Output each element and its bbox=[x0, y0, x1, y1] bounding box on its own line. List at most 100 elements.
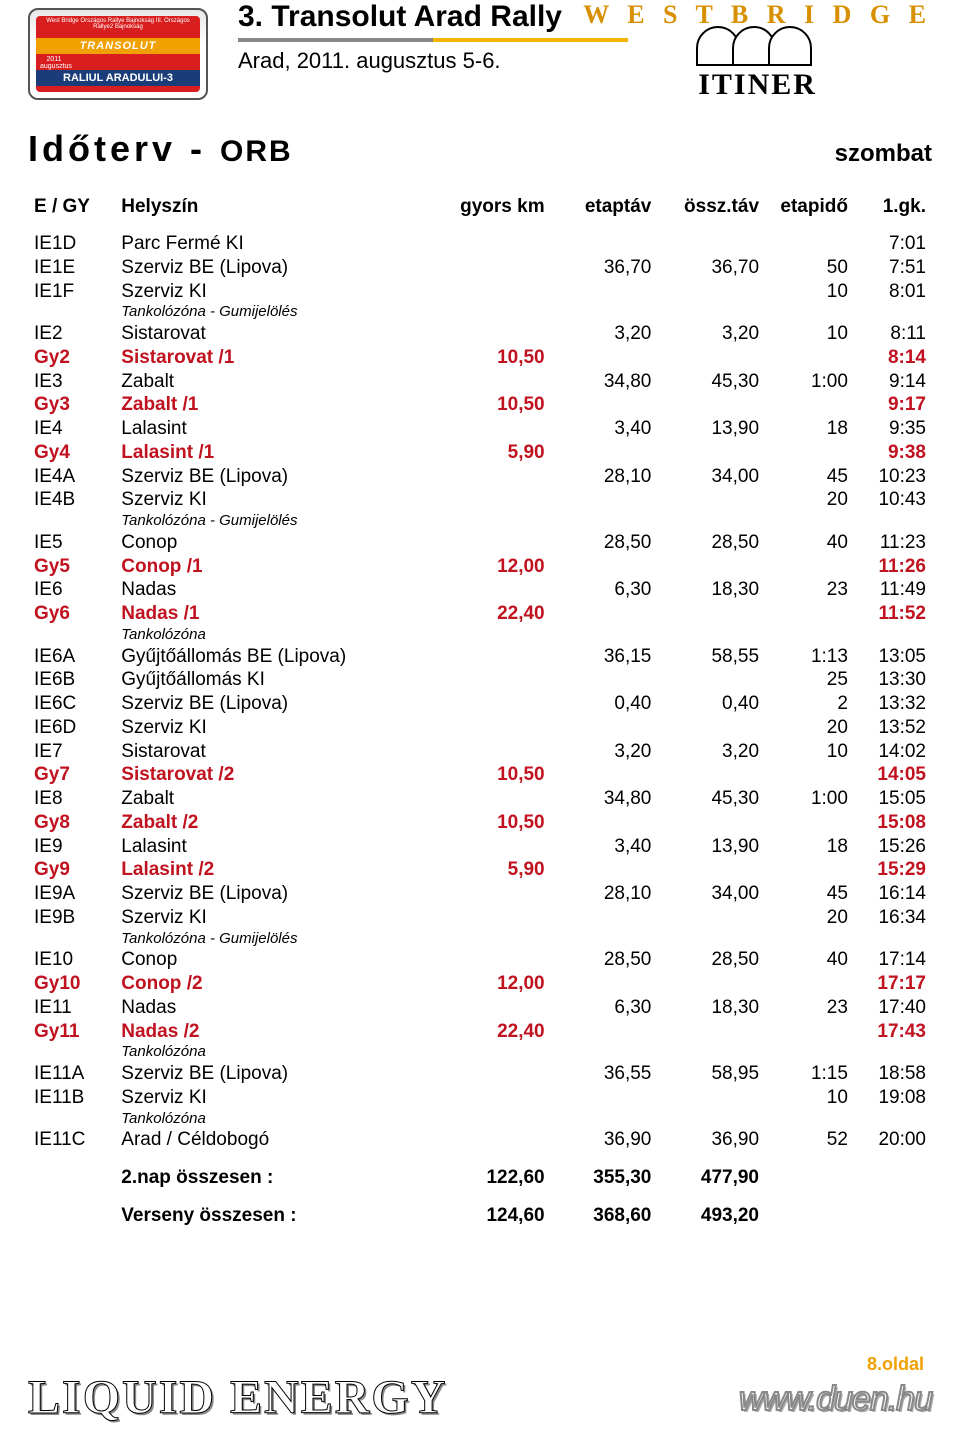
cell-et bbox=[551, 1020, 658, 1044]
cell-ei bbox=[765, 232, 854, 256]
footer: Liquid Energy 8.oldal www.duen.hu bbox=[0, 1370, 960, 1425]
title-block: 3. Transolut Arad Rally Arad, 2011. augu… bbox=[238, 0, 628, 74]
cell-gk: 8:01 bbox=[854, 280, 932, 304]
cell-code: IE6B bbox=[28, 668, 115, 692]
cell-loc: Szerviz KI bbox=[115, 1086, 444, 1110]
table-row: IE4BSzerviz KI2010:43 bbox=[28, 488, 932, 512]
cell-ei: 10 bbox=[765, 740, 854, 764]
cell-ot bbox=[657, 346, 765, 370]
summary-row: Verseny összesen :124,60368,60493,20 bbox=[28, 1190, 932, 1228]
cell-code: IE6 bbox=[28, 578, 115, 602]
cell-loc: Arad / Céldobogó bbox=[115, 1128, 444, 1152]
cell-km: 10,50 bbox=[445, 763, 551, 787]
cell-ot bbox=[657, 763, 765, 787]
cell-code: Gy8 bbox=[28, 811, 115, 835]
cell-loc: Szerviz KI bbox=[115, 488, 444, 512]
cell-loc: Conop /1 bbox=[115, 555, 444, 579]
table-row: IE6DSzerviz KI2013:52 bbox=[28, 716, 932, 740]
cell-km: 22,40 bbox=[445, 1020, 551, 1044]
cell-et: 36,55 bbox=[551, 1062, 658, 1086]
cell-gk: 15:26 bbox=[854, 835, 932, 859]
cell-gk: 7:01 bbox=[854, 232, 932, 256]
table-header-row: E / GY Helyszín gyors km etaptáv össz.tá… bbox=[28, 192, 932, 232]
cell-et: 36,70 bbox=[551, 256, 658, 280]
cell-et bbox=[551, 346, 658, 370]
cell-km bbox=[445, 1128, 551, 1152]
table-row: IE6BGyűjtőállomás KI2513:30 bbox=[28, 668, 932, 692]
stage-row: Gy7Sistarovat /210,5014:05 bbox=[28, 763, 932, 787]
cell-loc: Szerviz KI bbox=[115, 280, 444, 304]
cell-et: 34,80 bbox=[551, 787, 658, 811]
site-url: www.duen.hu bbox=[739, 1380, 932, 1419]
cell-gk: 16:14 bbox=[854, 882, 932, 906]
cell-code: IE1F bbox=[28, 280, 115, 304]
cell-gk: 17:17 bbox=[854, 972, 932, 996]
cell-et bbox=[551, 393, 658, 417]
cell-code: Gy4 bbox=[28, 441, 115, 465]
cell-ot bbox=[657, 1086, 765, 1110]
cell-et bbox=[551, 441, 658, 465]
cell-gk: 9:38 bbox=[854, 441, 932, 465]
cell-km bbox=[445, 996, 551, 1020]
cell-gk: 18:58 bbox=[854, 1062, 932, 1086]
cell-km: 10,50 bbox=[445, 393, 551, 417]
table-row: IE9ASzerviz BE (Lipova)28,1034,004516:14 bbox=[28, 882, 932, 906]
cell-code: IE4B bbox=[28, 488, 115, 512]
cell-km bbox=[445, 787, 551, 811]
cell-ot bbox=[657, 1020, 765, 1044]
cell-km bbox=[445, 1086, 551, 1110]
table-row: IE3Zabalt34,8045,301:009:14 bbox=[28, 370, 932, 394]
cell-km bbox=[445, 740, 551, 764]
cell-gk: 20:00 bbox=[854, 1128, 932, 1152]
cell-loc: Conop /2 bbox=[115, 972, 444, 996]
cell-et bbox=[551, 858, 658, 882]
cell-ot: 45,30 bbox=[657, 787, 765, 811]
cell-et bbox=[551, 668, 658, 692]
stage-row: Gy10Conop /212,0017:17 bbox=[28, 972, 932, 996]
cell-ei: 10 bbox=[765, 280, 854, 304]
cell-gk: 19:08 bbox=[854, 1086, 932, 1110]
cell-gk: 17:40 bbox=[854, 996, 932, 1020]
cell-loc: Nadas /2 bbox=[115, 1020, 444, 1044]
cell-ot: 34,00 bbox=[657, 882, 765, 906]
cell-loc: Szerviz BE (Lipova) bbox=[115, 465, 444, 489]
cell-code: Gy9 bbox=[28, 858, 115, 882]
cell-loc: Sistarovat bbox=[115, 740, 444, 764]
table-row: IE7Sistarovat3,203,201014:02 bbox=[28, 740, 932, 764]
event-subtitle: Arad, 2011. augusztus 5-6. bbox=[238, 48, 628, 74]
cell-ei bbox=[765, 602, 854, 626]
cell-gk: 13:32 bbox=[854, 692, 932, 716]
table-row: IE5Conop28,5028,504011:23 bbox=[28, 531, 932, 555]
cell-code: IE8 bbox=[28, 787, 115, 811]
cell-km bbox=[445, 1062, 551, 1086]
cell-code: Gy2 bbox=[28, 346, 115, 370]
cell-loc: Nadas /1 bbox=[115, 602, 444, 626]
cell-gk: 10:23 bbox=[854, 465, 932, 489]
cell-loc: Zabalt /1 bbox=[115, 393, 444, 417]
cell-gk: 14:02 bbox=[854, 740, 932, 764]
cell-code: Gy11 bbox=[28, 1020, 115, 1044]
cell-code: IE6A bbox=[28, 645, 115, 669]
cell-loc: Sistarovat /2 bbox=[115, 763, 444, 787]
cell-ot: 36,70 bbox=[657, 256, 765, 280]
wb-shapes-icon bbox=[583, 26, 932, 66]
westbridge-logo: W E S T B R I D G E ITINER bbox=[583, 0, 932, 102]
cell-et: 28,10 bbox=[551, 465, 658, 489]
cell-km bbox=[445, 232, 551, 256]
cell-loc: Nadas bbox=[115, 996, 444, 1020]
cell-ot bbox=[657, 488, 765, 512]
cell-ei bbox=[765, 555, 854, 579]
cell-loc: Zabalt bbox=[115, 787, 444, 811]
cell-km bbox=[445, 578, 551, 602]
section-title: Időterv - ORB szombat bbox=[28, 128, 932, 170]
cell-ot: 13,90 bbox=[657, 835, 765, 859]
cell-ot bbox=[657, 441, 765, 465]
cell-ei: 45 bbox=[765, 882, 854, 906]
table-row: IE6Nadas6,3018,302311:49 bbox=[28, 578, 932, 602]
cell-code: IE2 bbox=[28, 322, 115, 346]
cell-ei bbox=[765, 393, 854, 417]
cell-et: 28,50 bbox=[551, 531, 658, 555]
cell-code: IE11C bbox=[28, 1128, 115, 1152]
cell-et: 28,50 bbox=[551, 948, 658, 972]
table-row: IE11ASzerviz BE (Lipova)36,5558,951:1518… bbox=[28, 1062, 932, 1086]
